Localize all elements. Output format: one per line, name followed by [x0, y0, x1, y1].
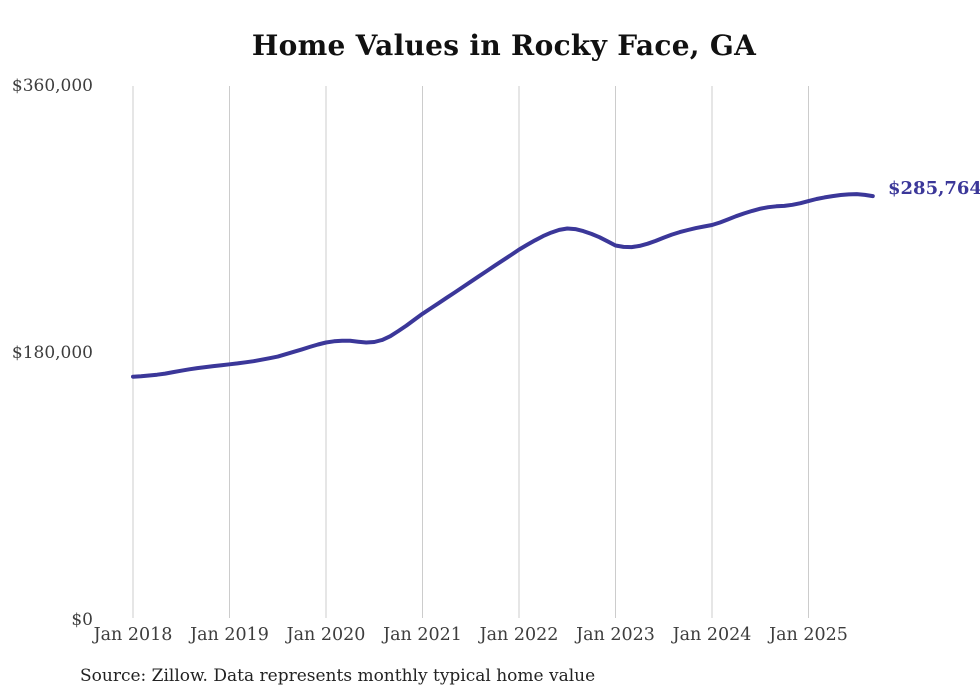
x-axis-tick-label: Jan 2023 [576, 625, 655, 645]
y-axis-tick-label: $360,000 [11, 76, 93, 96]
x-axis-tick-label: Jan 2019 [190, 625, 269, 645]
x-axis-tick-label: Jan 2024 [672, 625, 752, 645]
x-axis-tick-label: Jan 2018 [93, 625, 173, 645]
final-value-label: $285,764 [888, 178, 980, 200]
x-axis-tick-label: Jan 2021 [383, 625, 462, 645]
home-value-line-series [131, 192, 875, 379]
vertical-gridlines [132, 86, 809, 618]
x-axis-tick-label: Jan 2020 [286, 625, 366, 645]
y-axis-tick-label: $0 [71, 610, 93, 630]
x-axis-tick-label: Jan 2022 [479, 625, 559, 645]
source-note: Source: Zillow. Data represents monthly … [80, 666, 596, 686]
y-axis-tick-label: $180,000 [11, 343, 93, 363]
x-axis-tick-label: Jan 2025 [769, 625, 848, 645]
chart-title: Home Values in Rocky Face, GA [251, 29, 757, 62]
